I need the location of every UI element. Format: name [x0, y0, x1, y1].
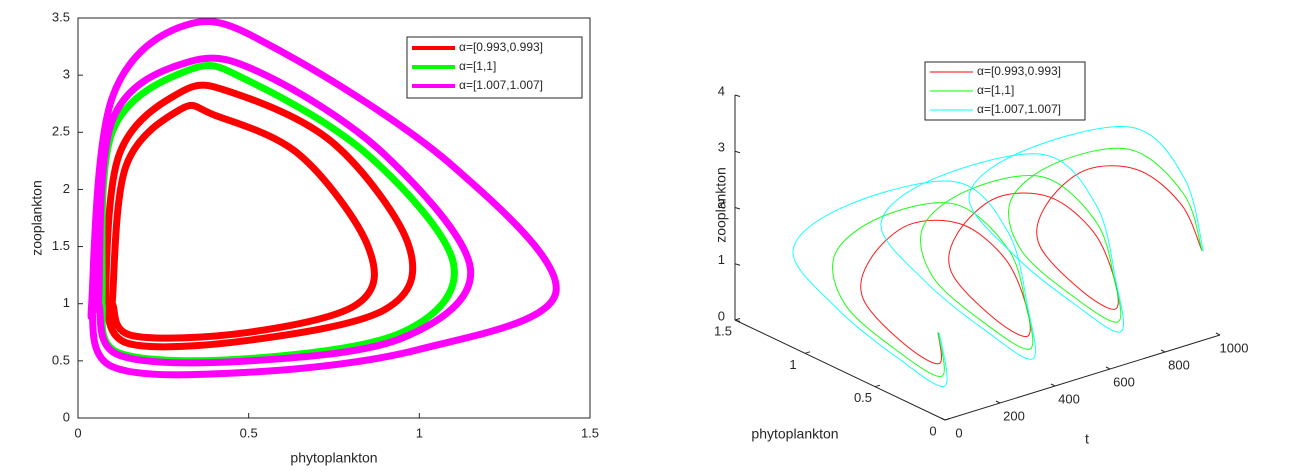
x-tick-label: 0.5 — [240, 425, 258, 440]
y-tick-label: 3.5 — [52, 9, 70, 24]
series-line — [860, 165, 1203, 365]
x-tick — [1160, 349, 1166, 353]
z-tick — [734, 94, 741, 97]
y-tick-label: 1 — [63, 295, 70, 310]
x-tick — [1215, 332, 1221, 336]
y-tick — [804, 351, 811, 354]
x-tick-label: 1 — [416, 425, 423, 440]
x-tick-label: 1000 — [1220, 340, 1249, 355]
z-tick-label: 0 — [718, 308, 725, 323]
y-axis-label: phytoplankton — [751, 426, 838, 442]
z-tick — [734, 319, 741, 322]
z-tick — [734, 207, 741, 210]
y-tick — [944, 418, 951, 421]
z-tick-label: 3 — [718, 140, 725, 155]
y-tick-label: 1.5 — [52, 238, 70, 253]
series-line — [792, 126, 1204, 387]
y-tick-label: 1.5 — [714, 323, 732, 338]
y-tick-label: 0 — [63, 409, 70, 424]
legend-label: α=[1.007,1.007] — [977, 102, 1061, 116]
x-tick — [940, 417, 946, 421]
y-axis-label: zooplankton — [29, 180, 45, 256]
x-axis-label: t — [1085, 431, 1089, 447]
z-tick — [734, 150, 741, 154]
z-tick-label: 1 — [718, 252, 725, 267]
plot-frame — [77, 17, 591, 419]
y-tick-label: 2 — [63, 181, 70, 196]
x-tick-label: 0 — [955, 425, 962, 440]
series-line — [87, 17, 560, 379]
x-tick-label: 400 — [1058, 391, 1080, 406]
x-tick — [1105, 366, 1111, 370]
phyto-axis — [734, 319, 946, 421]
legend-label: α=[1.007,1.007] — [459, 78, 543, 92]
z-axis-label: zooplankton — [713, 167, 729, 243]
t-axis — [944, 334, 1221, 421]
series-line — [832, 147, 1203, 377]
x-tick-label: 800 — [1168, 357, 1190, 372]
y-tick — [874, 384, 881, 388]
y-tick-label: 3 — [63, 67, 70, 82]
legend-label: α=[0.993,0.993] — [977, 64, 1061, 78]
y-tick-label: 0.5 — [52, 352, 70, 367]
legend-label: α=[1,1] — [459, 59, 496, 73]
y-tick-label: 1 — [789, 357, 796, 372]
x-tick-label: 200 — [1003, 408, 1025, 423]
y-tick-label: 0 — [929, 423, 936, 438]
z-tick-label: 2 — [718, 196, 725, 211]
y-tick-label: 2.5 — [52, 124, 70, 139]
x-tick-label: 600 — [1113, 374, 1135, 389]
x-axis-label: phytoplankton — [290, 450, 377, 466]
legend-label: α=[1,1] — [977, 83, 1014, 97]
x-tick-label: 1.5 — [581, 425, 599, 440]
z-tick — [734, 263, 741, 266]
legend-label: α=[0.993,0.993] — [459, 40, 543, 54]
z-tick-label: 4 — [718, 83, 725, 98]
x-tick — [1050, 383, 1056, 387]
x-tick-label: 0 — [74, 425, 81, 440]
x-tick — [995, 400, 1001, 404]
y-tick-label: 0.5 — [854, 390, 872, 405]
